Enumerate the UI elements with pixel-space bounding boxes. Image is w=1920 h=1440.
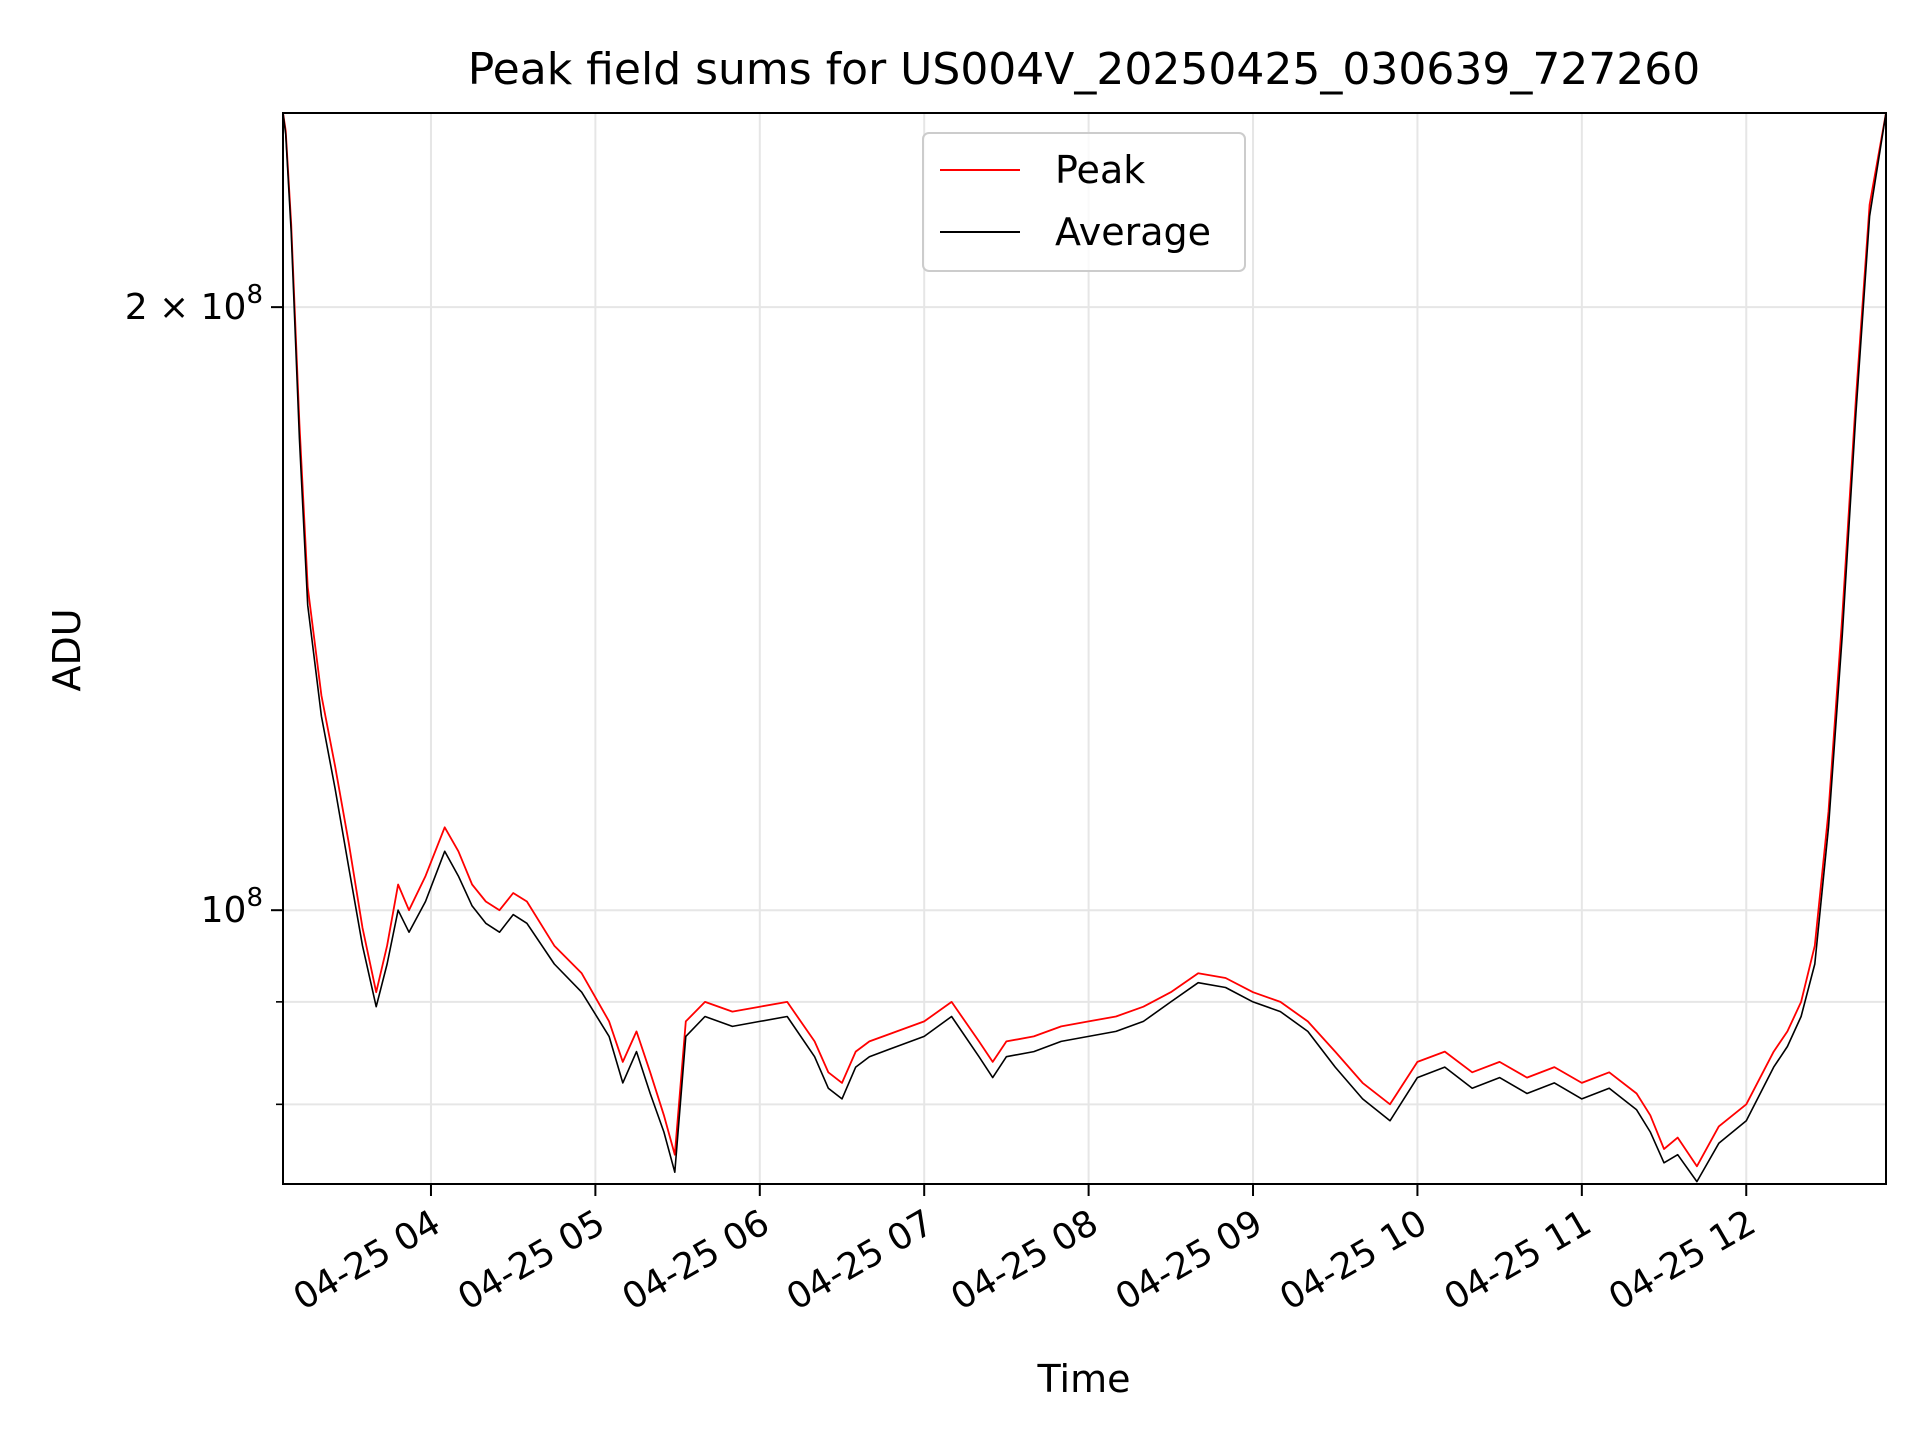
series-line-average <box>282 112 1887 1183</box>
series-layer <box>282 112 1887 1183</box>
grid <box>283 113 1886 1184</box>
plot-frame <box>282 112 1887 1185</box>
y-axis: 108 2 × 108 <box>125 280 283 1106</box>
legend-label-peak: Peak <box>1055 148 1145 192</box>
x-axis-label: Time <box>1037 1357 1131 1401</box>
legend-box <box>922 132 1246 272</box>
y-axis-label: ADU <box>45 608 89 691</box>
y-tick-label: 108 <box>201 883 263 931</box>
legend: Peak Average <box>922 132 1246 272</box>
y-tick-label: 2 × 108 <box>125 280 263 328</box>
legend-label-average: Average <box>1055 210 1211 254</box>
series-line-peak <box>282 112 1887 1168</box>
chart-title: Peak field sums for US004V_20250425_0306… <box>468 44 1701 95</box>
